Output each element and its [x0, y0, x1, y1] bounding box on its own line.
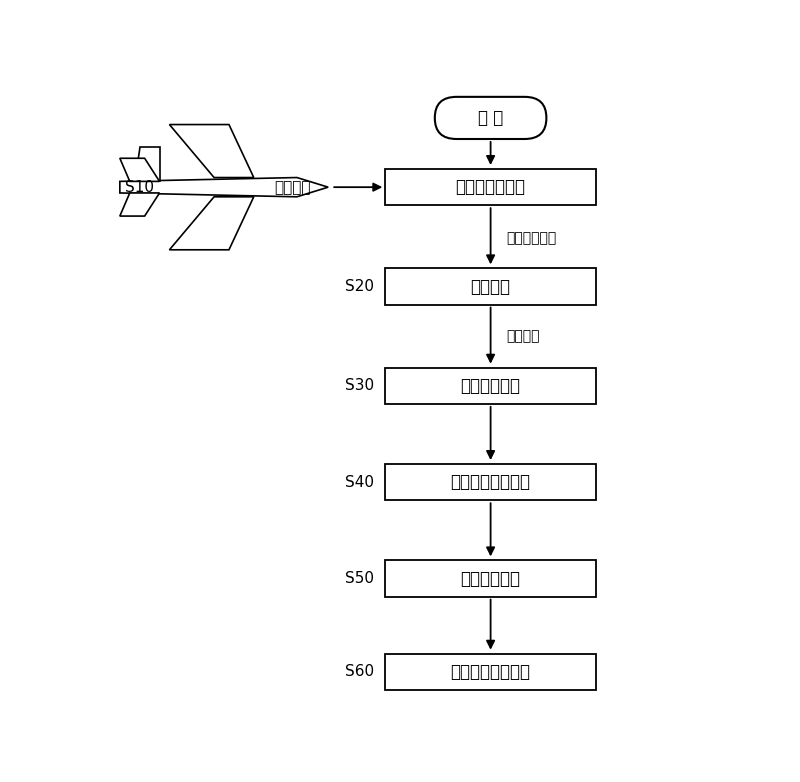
Text: 时域反射计连接: 时域反射计连接 [456, 178, 526, 196]
Text: S40: S40 [345, 475, 374, 490]
Text: S30: S30 [345, 378, 374, 393]
Polygon shape [134, 147, 159, 181]
Text: S10: S10 [125, 180, 154, 195]
Text: S50: S50 [345, 571, 374, 586]
Polygon shape [170, 197, 254, 249]
Text: 故障诊断结果分析: 故障诊断结果分析 [450, 663, 530, 681]
Polygon shape [120, 193, 159, 216]
FancyBboxPatch shape [386, 561, 596, 597]
Text: 降噪处理: 降噪处理 [470, 278, 510, 296]
Polygon shape [170, 124, 254, 178]
FancyBboxPatch shape [386, 368, 596, 404]
Text: 设定阈值判断故障: 设定阈值判断故障 [450, 473, 530, 491]
FancyBboxPatch shape [386, 268, 596, 304]
FancyBboxPatch shape [435, 97, 546, 139]
FancyBboxPatch shape [386, 169, 596, 205]
Text: 开 始: 开 始 [478, 109, 503, 127]
Text: 降噪信号: 降噪信号 [506, 329, 539, 343]
Text: 故障位置判断: 故障位置判断 [461, 569, 521, 587]
Text: 局部均值分解: 局部均值分解 [461, 377, 521, 395]
Polygon shape [120, 178, 328, 197]
Text: 时域反射信号: 时域反射信号 [506, 231, 556, 246]
Text: S60: S60 [345, 665, 374, 680]
Text: S20: S20 [345, 279, 374, 294]
FancyBboxPatch shape [386, 654, 596, 690]
Polygon shape [120, 158, 159, 181]
FancyBboxPatch shape [386, 465, 596, 500]
Text: 飞机导线: 飞机导线 [274, 180, 310, 195]
